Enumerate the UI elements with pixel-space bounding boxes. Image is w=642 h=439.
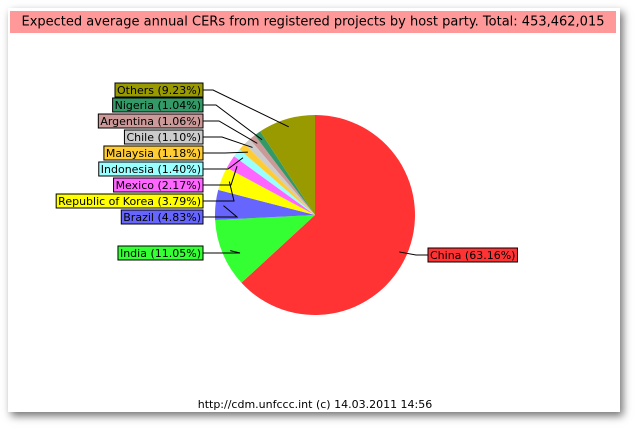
data-label: Nigeria (1.04%): [115, 99, 201, 112]
leader-line: [203, 166, 238, 186]
pie-slice: [215, 189, 315, 221]
label-box: [427, 247, 518, 263]
data-label: Mexico (2.17%): [116, 179, 201, 192]
pie-slice: [244, 139, 315, 215]
leader-line: [203, 89, 289, 128]
label-box: [114, 82, 204, 98]
label-box: [117, 245, 204, 261]
data-label: Republic of Korea (3.79%): [58, 195, 201, 208]
leader-line: [203, 181, 235, 202]
leader-line: [203, 104, 263, 141]
pie-slice: [234, 149, 315, 215]
title-bar: [10, 11, 616, 33]
leader-line: [399, 251, 428, 256]
footer: http://cdm.unfccc.int (c) 14.03.2011 14:…: [198, 398, 433, 411]
label-box: [55, 193, 204, 209]
label-box: [123, 129, 204, 145]
data-label: Chile (1.10%): [126, 131, 201, 144]
label-box: [112, 97, 204, 113]
pie-slice: [226, 156, 315, 215]
pie-slice: [241, 115, 415, 315]
data-label: Malaysia (1.18%): [106, 147, 201, 160]
label-box: [98, 161, 204, 177]
pie-slice: [260, 115, 315, 215]
label-box: [113, 177, 204, 193]
chart-title: Expected average annual CERs from regist…: [21, 15, 604, 30]
data-label: India (11.05%): [120, 247, 201, 260]
data-label: China (63.16%): [430, 249, 515, 262]
data-label: Others (9.23%): [117, 84, 201, 97]
data-label: Indonesia (1.40%): [101, 163, 201, 176]
leader-line: [203, 205, 239, 218]
data-label: Brazil (4.83%): [123, 211, 201, 224]
pie-slice: [239, 143, 315, 215]
label-box: [97, 113, 204, 129]
pie-slice: [254, 131, 315, 215]
pie-slice: [215, 215, 315, 283]
label-box: [120, 209, 204, 225]
leader-line: [203, 157, 244, 170]
leader-line: [203, 120, 258, 144]
pie-slice: [218, 167, 315, 215]
label-box: [103, 145, 204, 161]
leader-line: [203, 151, 248, 154]
data-label: Argentina (1.06%): [100, 115, 201, 128]
pie-slice: [249, 135, 315, 215]
leader-line: [203, 136, 253, 148]
leader-line: [203, 250, 241, 254]
